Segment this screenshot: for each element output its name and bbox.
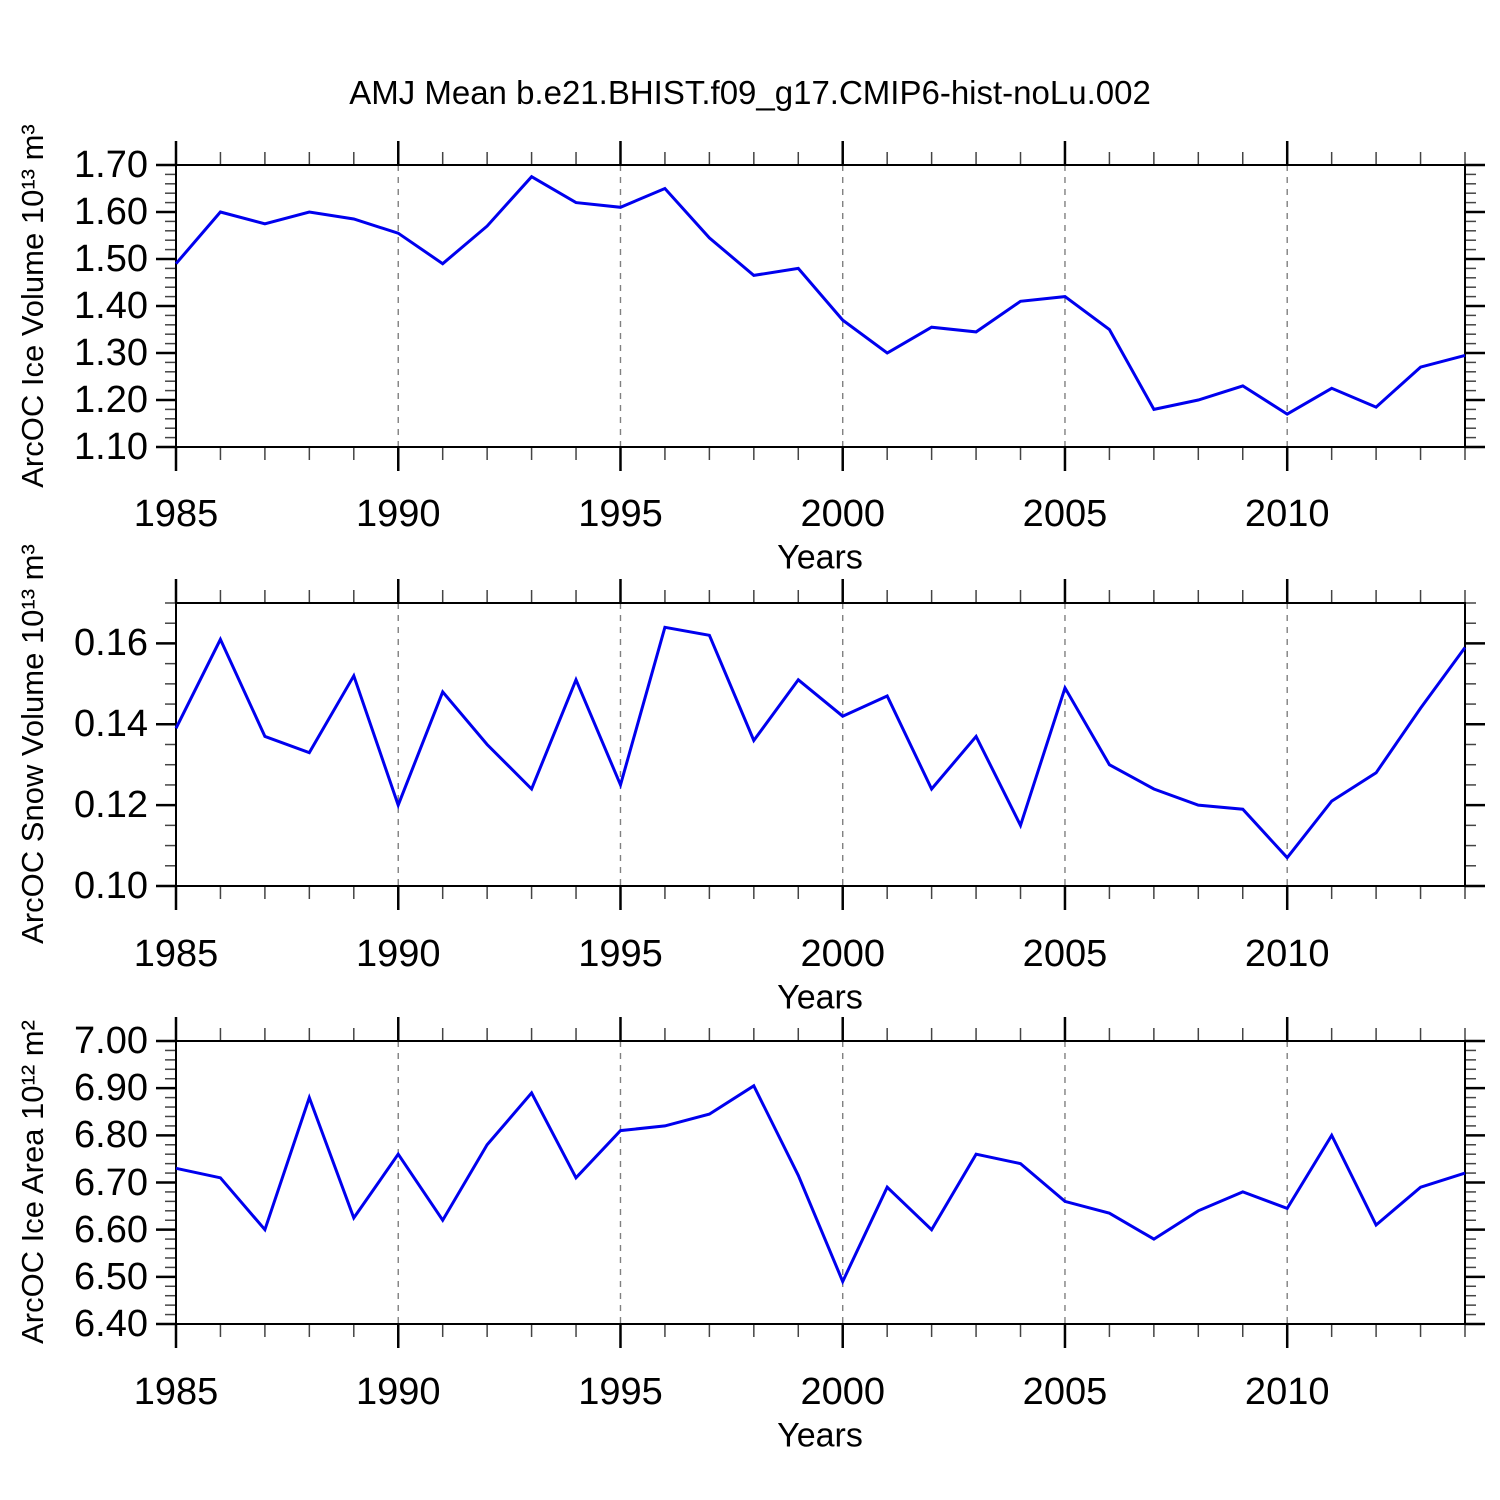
- panel2-x-axis-title: Years: [777, 978, 863, 1017]
- x-tick-label: 1995: [578, 493, 663, 535]
- x-tick-label: 1990: [355, 493, 441, 535]
- x-tick-label: 1990: [355, 933, 441, 975]
- x-tick-label: 1995: [578, 933, 663, 975]
- y-tick-label: 1.10: [74, 426, 148, 468]
- x-tick-label: 2000: [800, 933, 885, 975]
- x-tick-label: 2000: [800, 1371, 885, 1413]
- y-tick-label: 1.20: [74, 379, 148, 421]
- x-tick-label: 1990: [355, 1371, 441, 1413]
- data-line-arcoc-ice-volume: [174, 174, 1466, 416]
- chart-title: AMJ Mean b.e21.BHIST.f09_g17.CMIP6-hist-…: [349, 74, 1151, 111]
- x-tick-label: 2005: [1022, 493, 1108, 535]
- y-tick-label: 6.50: [74, 1255, 148, 1298]
- y-tick-label: 6.80: [74, 1114, 148, 1157]
- y-tick-label: 6.40: [74, 1303, 148, 1345]
- y-tick-label: 6.60: [74, 1208, 148, 1251]
- panel3-x-axis-title: Years: [777, 1416, 863, 1455]
- y-tick-label: 6.70: [74, 1161, 148, 1204]
- y-tick-label: 1.70: [74, 144, 148, 186]
- y-tick-label: 0.14: [74, 703, 148, 746]
- x-tick-label: 2010: [1244, 493, 1330, 535]
- y-tick-label: 0.16: [74, 622, 148, 665]
- panel3-frame: [175, 1040, 1466, 1325]
- y-tick-label: 0.12: [74, 784, 148, 827]
- data-line-arcoc-ice-area: [175, 1083, 1466, 1286]
- x-tick-label: 2000: [800, 493, 885, 535]
- data-line-arcoc-snow-volume: [174, 625, 1467, 861]
- panel1-x-axis-title: Years: [777, 538, 863, 577]
- y-tick-label: 1.30: [74, 332, 148, 374]
- x-tick-label: 1985: [133, 1371, 219, 1413]
- panel2-frame: [175, 602, 1466, 887]
- x-tick-label: 2005: [1022, 1371, 1108, 1413]
- x-tick-label: 2005: [1022, 933, 1108, 975]
- y-tick-label: 7.00: [74, 1020, 148, 1062]
- x-tick-label: 1985: [133, 933, 219, 975]
- y-tick-label: 1.40: [74, 285, 148, 327]
- x-tick-label: 2010: [1244, 1371, 1330, 1413]
- x-tick-label: 1985: [133, 493, 219, 535]
- y-tick-label: 6.90: [74, 1067, 148, 1110]
- y-tick-label: 1.60: [74, 191, 148, 233]
- panel1-frame: [175, 164, 1466, 448]
- x-tick-label: 2010: [1244, 933, 1330, 975]
- x-tick-label: 1995: [578, 1371, 663, 1413]
- y-tick-label: 1.50: [74, 238, 148, 280]
- y-tick-label: 0.10: [74, 865, 148, 907]
